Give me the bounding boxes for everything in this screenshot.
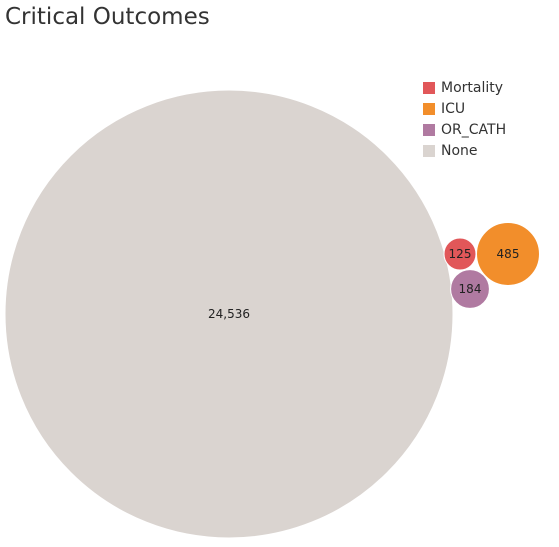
- legend-item-icu[interactable]: ICU: [423, 98, 506, 119]
- legend-swatch-mortality: [423, 81, 435, 94]
- chart-title: Critical Outcomes: [5, 4, 210, 30]
- legend-swatch-icu: [423, 102, 435, 115]
- legend-swatch-none: [423, 144, 435, 157]
- legend-label-none: None: [441, 142, 478, 159]
- bubble-icu[interactable]: [476, 222, 540, 286]
- legend-item-mortality[interactable]: Mortality: [423, 77, 506, 98]
- data-label-none: 24,536: [208, 307, 250, 321]
- legend-swatch-or-cath: [423, 123, 435, 136]
- bubble-or-cath[interactable]: [450, 269, 490, 309]
- data-label-mortality: 125: [449, 247, 472, 261]
- bubble-mortality[interactable]: [443, 237, 477, 271]
- bubble-none[interactable]: [4, 89, 454, 539]
- legend: Mortality ICU OR_CATH None: [423, 77, 506, 161]
- data-label-or-cath: 184: [459, 282, 482, 296]
- legend-label-or-cath: OR_CATH: [441, 121, 507, 138]
- legend-item-or-cath[interactable]: OR_CATH: [423, 119, 506, 140]
- data-label-icu: 485: [497, 247, 520, 261]
- legend-label-icu: ICU: [441, 100, 466, 117]
- legend-label-mortality: Mortality: [441, 79, 504, 96]
- legend-item-none[interactable]: None: [423, 140, 506, 161]
